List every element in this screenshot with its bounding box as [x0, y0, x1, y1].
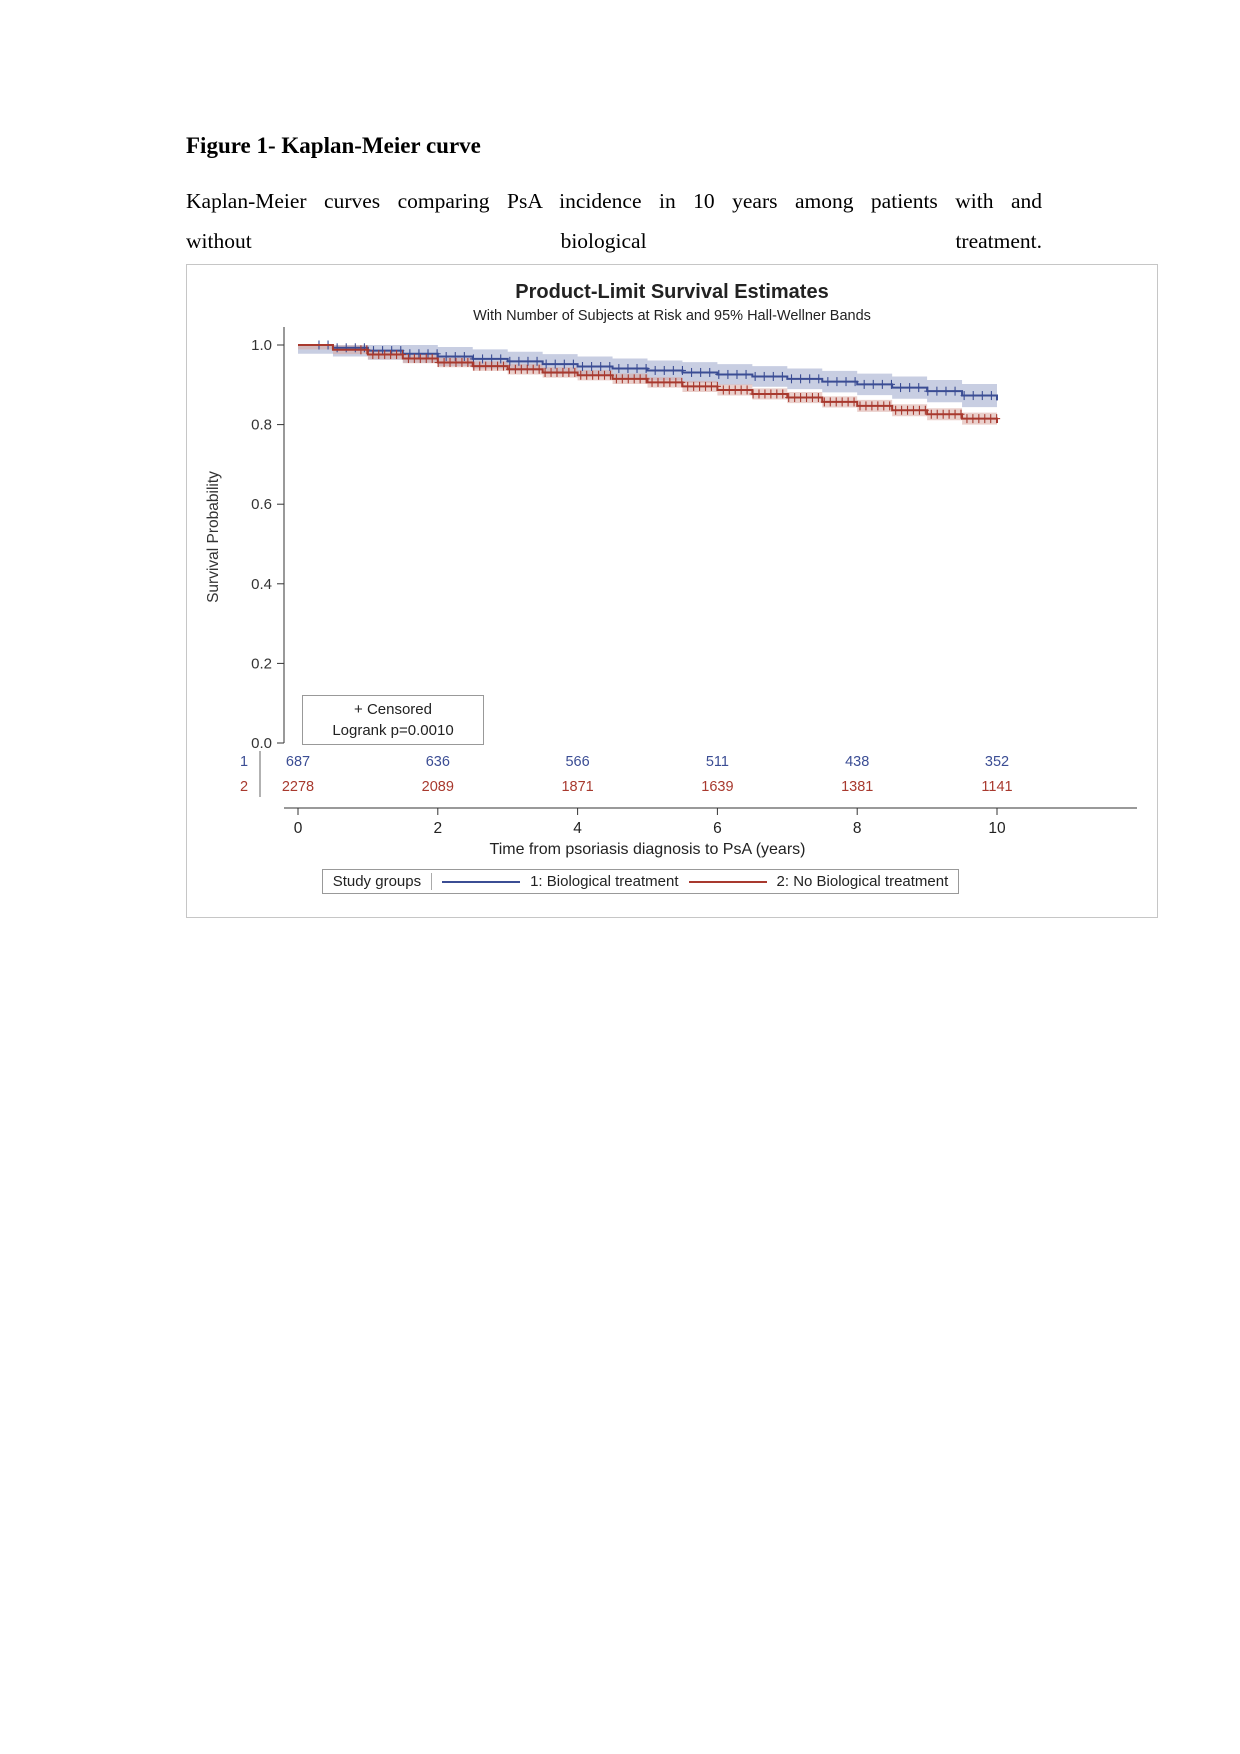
caption-word-biological: biological	[560, 229, 647, 253]
svg-text:352: 352	[985, 754, 1009, 770]
svg-text:0.0: 0.0	[251, 735, 272, 752]
svg-text:2: 2	[433, 820, 442, 837]
study-groups-legend: Study groups 1: Biological treatment 2: …	[321, 869, 960, 894]
group2-line-sample	[688, 880, 767, 883]
svg-text:0: 0	[294, 820, 303, 837]
svg-text:1141: 1141	[981, 779, 1012, 795]
legend-wrap: Study groups 1: Biological treatment 2: …	[284, 869, 997, 894]
svg-text:6: 6	[713, 820, 722, 837]
chart-subtitle: With Number of Subjects at Risk and 95% …	[473, 308, 871, 324]
svg-text:566: 566	[565, 754, 589, 770]
svg-text:1381: 1381	[841, 779, 873, 795]
caption-word-without: without	[186, 229, 252, 253]
caption-line-2: without biological treatment.	[186, 228, 1042, 254]
legend-divider	[431, 873, 433, 890]
svg-text:2089: 2089	[422, 779, 454, 795]
group1-label: 1: Biological treatment	[530, 873, 679, 890]
svg-text:2: 2	[240, 779, 248, 795]
censored-legend-box: + Censored Logrank p=0.0010	[302, 695, 484, 745]
svg-text:8: 8	[853, 820, 862, 837]
svg-text:2278: 2278	[282, 779, 314, 795]
svg-text:0.6: 0.6	[251, 496, 272, 513]
group1-line-sample	[442, 880, 521, 883]
svg-text:10: 10	[988, 820, 1006, 837]
caption-line-1: Kaplan-Meier curves comparing PsA incide…	[186, 189, 1042, 213]
km-chart-figure: Product-Limit Survival Estimates With Nu…	[186, 264, 1158, 918]
svg-text:0.8: 0.8	[251, 417, 272, 434]
svg-text:0.4: 0.4	[251, 576, 272, 593]
svg-text:0.2: 0.2	[251, 655, 272, 672]
x-axis-label: Time from psoriasis diagnosis to PsA (ye…	[489, 841, 806, 858]
censored-label: + Censored	[354, 701, 432, 718]
svg-text:1: 1	[240, 754, 248, 770]
legend-title: Study groups	[332, 873, 422, 890]
svg-text:438: 438	[845, 754, 869, 770]
svg-text:687: 687	[286, 754, 310, 770]
chart-title: Product-Limit Survival Estimates	[515, 281, 829, 303]
svg-text:511: 511	[706, 754, 729, 770]
logrank-label: Logrank p=0.0010	[332, 722, 454, 739]
caption-word-treatment: treatment.	[955, 229, 1042, 253]
svg-text:636: 636	[426, 754, 450, 770]
svg-text:1.0: 1.0	[251, 337, 272, 354]
group2-label: 2: No Biological treatment	[776, 873, 949, 890]
figure-label: Figure 1- Kaplan-Meier curve	[186, 133, 481, 158]
svg-text:1871: 1871	[561, 779, 593, 795]
svg-text:4: 4	[573, 820, 582, 837]
svg-text:1639: 1639	[701, 779, 733, 795]
